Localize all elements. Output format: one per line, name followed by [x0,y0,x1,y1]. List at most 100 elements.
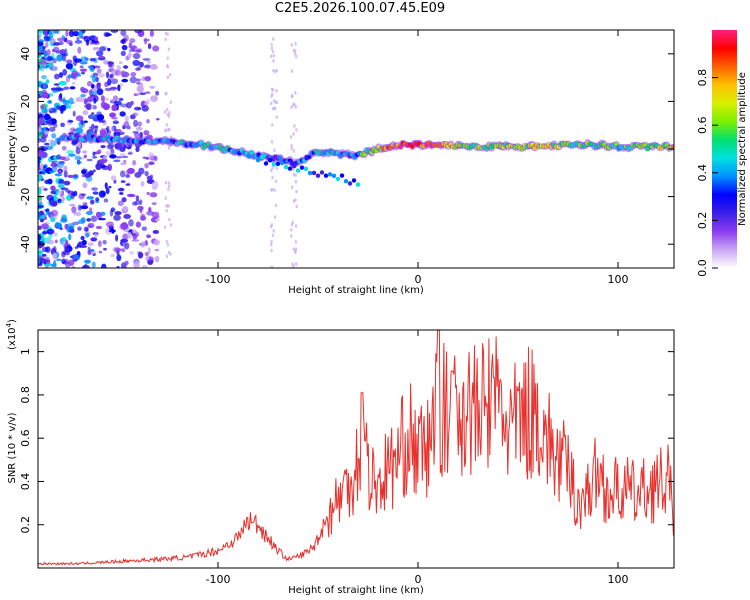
streak-blob [290,185,294,189]
noise-blob [46,56,53,62]
noise-blob [109,73,114,79]
noise-blob [74,155,82,161]
noise-blob [80,71,86,75]
noise-blob [125,174,130,178]
snr-panel: -100 0 100 0.2 0.4 0.6 0.8 1 Height of straight… [5,319,675,596]
noise-blob [68,259,75,266]
streak-blob [272,229,275,233]
streak-blob [269,168,273,173]
noise-blob [135,146,140,153]
noise-blob [72,173,79,179]
streak-blob [291,262,294,267]
noise-blob [152,229,159,234]
noise-blob [85,210,94,215]
streak-blob [294,224,298,228]
noise-blob [76,96,85,103]
noise-blob [53,73,60,80]
noise-blob [96,68,102,74]
noise-blob [73,254,81,260]
noise-blob [61,99,66,103]
noise-blob [154,218,161,222]
noise-blob [144,170,149,177]
streak-blob [271,233,275,238]
snr-y-tick-label: 1 [19,348,32,355]
noise-blob [48,139,55,143]
spectrogram-x-tick-label: 0 [415,273,422,286]
noise-blob [131,239,140,242]
noise-blob [145,156,150,160]
snr-x-tick-label: 100 [608,573,629,586]
branch-point [343,178,349,184]
noise-blob [75,115,84,122]
snr-y-tick-label: 0.6 [19,429,32,447]
noise-blob [80,119,84,126]
noise-blob [38,187,42,195]
noise-blob [90,199,95,205]
noise-blob [149,85,156,89]
streak-blob [164,180,168,185]
streak-blob [290,94,294,99]
streak-blob [274,100,277,105]
colorbar-tick-label: 0.2 [696,212,709,230]
snr-x-tick-label: -100 [206,573,231,586]
noise-blob [110,98,116,103]
noise-blob [118,97,124,102]
branch-point [335,176,341,182]
noise-blob [41,253,47,257]
noise-blob [141,105,149,112]
noise-blob [38,167,41,170]
streak-blob [169,100,172,104]
noise-blob [116,156,122,159]
noise-blob [138,92,147,96]
noise-blob [98,73,105,78]
noise-blob [87,65,92,69]
streak-blob [292,149,296,153]
noise-blob [46,63,52,67]
noise-blob [52,57,57,64]
noise-blob [121,78,129,83]
noise-blob [117,187,125,192]
streak-blob [294,90,297,95]
noise-blob [80,56,89,64]
noise-blob [135,112,139,116]
noise-blob [38,58,46,62]
noise-blob [116,265,120,268]
noise-blob [42,168,46,176]
noise-blob [153,155,158,162]
noise-blob [38,240,41,245]
snr-x-tick-label: 0 [415,573,422,586]
branch-point [355,182,361,187]
noise-blob [40,68,44,72]
streak-blob [165,239,168,244]
streak-blob [168,217,171,222]
streak-blob [165,122,169,127]
noise-blob [57,190,63,195]
noise-blob [147,43,152,50]
noise-blob [68,233,72,241]
noise-blob [86,217,91,222]
noise-blob [144,37,148,45]
streak-blob [164,31,168,36]
noise-blob [119,131,125,136]
streak-blob [166,32,169,37]
snr-frame [37,329,675,569]
snr-multiplier: (x104) [5,319,18,350]
noise-blob [153,239,160,246]
noise-blob [140,181,145,187]
noise-blob [127,152,133,155]
noise-blob [83,226,89,232]
noise-blob [38,46,43,53]
noise-blob [128,219,134,227]
noise-blob [92,169,96,173]
noise-blob [44,142,50,146]
noise-blob [119,83,124,87]
streak-blob [290,105,293,110]
streak-blob [290,143,293,148]
noise-blob [101,263,107,268]
branch-point [275,161,281,167]
noise-blob [51,161,56,168]
noise-blob [133,261,140,268]
streak-blob [166,107,169,112]
noise-blob [71,82,76,85]
noise-blob [124,260,129,265]
